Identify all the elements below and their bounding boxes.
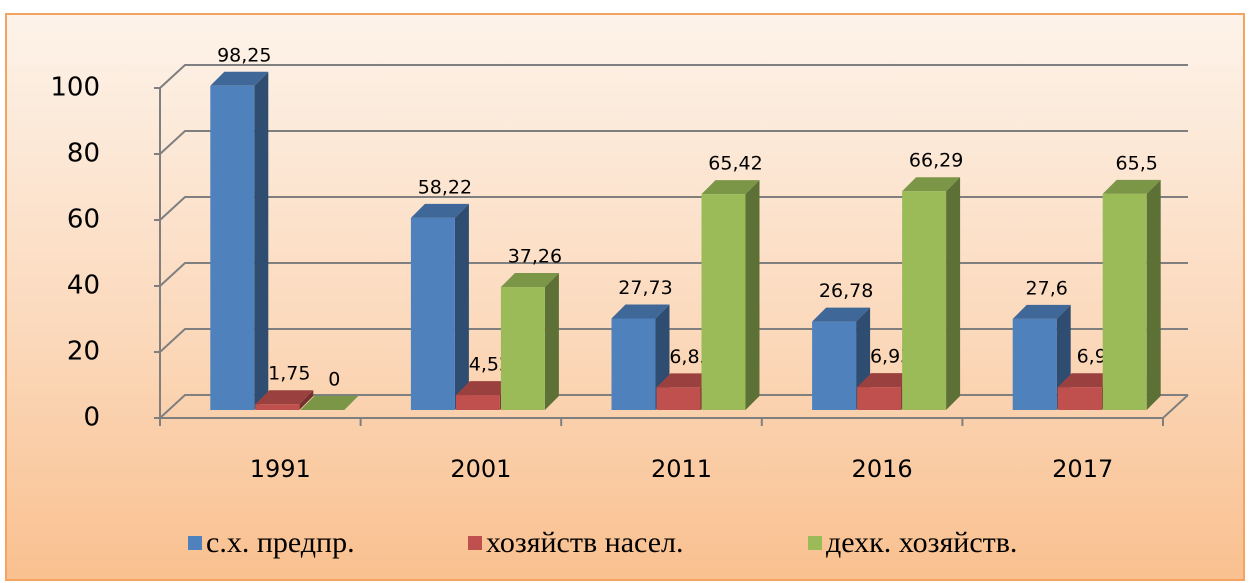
x-tick-label: 2001	[450, 455, 511, 483]
bar	[611, 318, 656, 410]
value-label: 0	[328, 369, 340, 391]
bar-side	[254, 71, 269, 411]
y-tick-label: 100	[50, 73, 100, 103]
bar	[500, 287, 545, 410]
legend-swatch	[468, 536, 482, 550]
bar	[656, 387, 701, 410]
value-label: 27,73	[618, 277, 672, 299]
value-label: 66,29	[909, 150, 963, 172]
bar-top	[500, 273, 559, 288]
bar	[1057, 387, 1102, 410]
value-label: 37,26	[508, 246, 562, 268]
legend-label: с.х. предпр.	[206, 526, 355, 559]
value-label: 26,78	[819, 280, 873, 302]
bar-side	[299, 390, 314, 410]
bar-top	[857, 373, 916, 388]
x-tick-label: 1991	[250, 455, 311, 483]
bar-side	[946, 177, 961, 410]
bar	[410, 217, 455, 410]
bar-side	[1146, 179, 1161, 410]
value-label: 65,42	[708, 153, 762, 175]
bar-top	[410, 203, 469, 218]
bar-top	[656, 373, 715, 388]
value-label: 27,6	[1026, 277, 1068, 299]
bar-top	[1102, 179, 1161, 194]
value-label: 6,9	[1077, 346, 1107, 368]
bar-top	[611, 304, 670, 319]
x-tick-label: 2011	[651, 455, 712, 483]
legend-label: дехк. хозяйств.	[826, 526, 1017, 559]
bar-top	[1057, 373, 1116, 388]
y-tick-label: 40	[67, 271, 100, 301]
y-tick-label: 0	[83, 403, 100, 433]
bar-top	[902, 177, 961, 192]
grid-line	[159, 64, 1188, 89]
bar	[701, 194, 746, 410]
bar-top	[300, 396, 359, 410]
y-tick-label: 60	[67, 205, 100, 235]
bar	[1012, 318, 1057, 410]
grid-line	[159, 130, 1188, 155]
bar	[857, 387, 902, 410]
bar	[455, 395, 500, 410]
legend-swatch	[808, 536, 822, 550]
bar-side	[745, 180, 760, 410]
bar	[812, 321, 857, 410]
value-label: 6,85	[669, 346, 711, 368]
y-tick-label: 80	[67, 139, 100, 169]
bar	[902, 191, 947, 410]
bar	[1102, 193, 1147, 410]
y-tick-label: 20	[67, 337, 100, 367]
bar	[210, 85, 255, 411]
bar-top	[1012, 304, 1071, 319]
bar-top	[455, 381, 514, 396]
bar-top	[210, 71, 269, 86]
bar-top	[701, 180, 760, 195]
value-label: 1,75	[268, 363, 310, 385]
x-tick-label: 2017	[1052, 455, 1113, 483]
value-label: 6,93	[870, 346, 912, 368]
legend-label: хозяйств насел.	[486, 526, 684, 559]
grid-line	[159, 262, 1188, 287]
x-tick-label: 2016	[852, 455, 913, 483]
value-label: 58,22	[418, 176, 472, 198]
bar-top	[255, 390, 314, 405]
grid-line	[159, 196, 1188, 221]
bar-side	[544, 273, 559, 410]
bar-side	[454, 203, 469, 410]
bar	[255, 404, 300, 410]
bar-top	[812, 307, 871, 322]
value-label: 98,25	[217, 44, 271, 66]
legend-swatch	[188, 536, 202, 550]
value-label: 4,52	[469, 354, 511, 376]
value-label: 65,5	[1116, 152, 1158, 174]
